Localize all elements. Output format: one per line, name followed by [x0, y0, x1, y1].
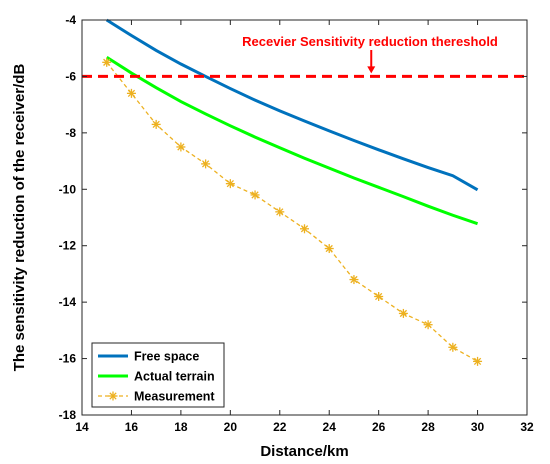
x-tick-label: 26	[372, 420, 386, 434]
series-marker	[201, 159, 211, 169]
series-marker	[275, 207, 285, 217]
y-tick-label: -6	[65, 69, 76, 83]
legend-entry: Actual terrain	[98, 370, 215, 384]
axes-box	[81, 19, 528, 416]
series-marker	[448, 342, 458, 352]
x-tick-label: 14	[75, 420, 89, 434]
y-tick-label: -10	[59, 182, 77, 196]
series-marker	[151, 119, 161, 129]
y-tick-label: -16	[59, 352, 77, 366]
x-tick-label: 30	[471, 420, 485, 434]
series-marker	[398, 308, 408, 318]
series-line-1	[105, 55, 479, 226]
legend-label: Actual terrain	[134, 370, 215, 384]
series-marker	[473, 356, 483, 366]
series-marker	[126, 88, 136, 98]
series-line-2	[106, 61, 478, 362]
x-tick-label: 28	[421, 420, 435, 434]
series-marker	[250, 190, 260, 200]
x-tick-label: 22	[273, 420, 287, 434]
series-marker	[176, 142, 186, 152]
y-tick-label: -4	[65, 13, 76, 27]
series-marker	[374, 292, 384, 301]
y-tick-label: -12	[59, 239, 77, 253]
y-tick-label: -14	[59, 295, 77, 309]
legend-entry: Free space	[98, 350, 199, 364]
legend-label: Free space	[134, 350, 199, 364]
x-axis-label: Distance/km	[260, 443, 348, 460]
x-tick-label: 32	[520, 420, 534, 434]
x-tick-label: 18	[174, 420, 188, 434]
y-tick-label: -18	[59, 408, 77, 422]
y-tick-label: -8	[65, 126, 76, 140]
series-marker	[102, 57, 112, 67]
series-marker	[324, 244, 334, 254]
legend: Free space Actual terrain Measurement	[91, 342, 225, 408]
x-tick-label: 20	[224, 420, 238, 434]
x-tick-label: 16	[125, 420, 139, 434]
series-marker	[225, 179, 235, 189]
axes-layer: 14 16 18 20 22 24 26 28 30 32 -18 -16 -14 -12 -10 -8 -6 -…	[11, 13, 534, 460]
series-layer	[102, 18, 483, 366]
legend-entry: Measurement	[98, 390, 215, 404]
series-marker	[423, 320, 433, 330]
threshold-arrow-head	[367, 66, 376, 74]
series-marker	[300, 224, 309, 234]
y-axis-label: The sensitivity reduction of the receive…	[11, 64, 28, 372]
series-marker	[349, 275, 359, 285]
series-line-0	[105, 18, 479, 192]
threshold-label: Recevier Sensitivity reduction thereshol…	[242, 34, 498, 49]
legend-label: Measurement	[134, 390, 215, 404]
legend-marker	[109, 392, 117, 400]
x-tick-label: 24	[323, 420, 337, 434]
threshold-layer: Recevier Sensitivity reduction thereshol…	[82, 34, 527, 78]
